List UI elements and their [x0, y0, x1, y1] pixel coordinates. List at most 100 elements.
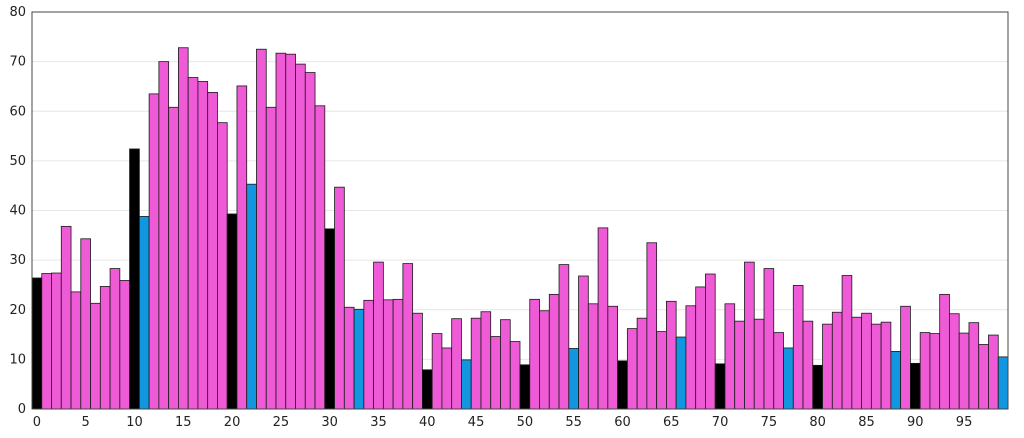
bar: [187, 77, 199, 410]
bar: [470, 317, 482, 410]
x-axis-tick-labels: 0 5 10 15 20 25 30 35 40 45 50 55 60 65 70 75 80 85 90 95: [33, 415, 973, 430]
bar: [802, 320, 814, 410]
bar: [783, 347, 794, 410]
y-axis-tick-labels: 0 10 20 30 40 50 60 70 80: [9, 5, 26, 417]
x-tick-label: 50: [517, 415, 534, 430]
x-tick-label: 85: [858, 415, 875, 430]
bar: [851, 316, 863, 410]
x-tick-label: 90: [907, 415, 924, 430]
x-tick-label: 60: [614, 415, 631, 430]
bar: [168, 106, 179, 410]
bar: [763, 268, 775, 410]
bar: [41, 273, 52, 410]
bar: [158, 61, 170, 410]
bar: [80, 238, 91, 410]
bar: [539, 310, 550, 410]
bar: [412, 312, 423, 410]
bar: [607, 305, 619, 410]
plot-frame: [31, 11, 1009, 410]
x-tick-label: 70: [712, 415, 729, 430]
bar: [929, 333, 941, 410]
bar: [675, 336, 687, 410]
bar: [958, 332, 970, 410]
y-tick-label: 50: [9, 154, 26, 169]
bar: [695, 286, 706, 410]
y-tick-label: 70: [9, 55, 26, 70]
bar: [60, 225, 72, 410]
bar: [500, 319, 511, 410]
bar: [402, 263, 414, 410]
x-tick-label: 40: [419, 415, 436, 430]
bar: [656, 331, 667, 410]
bar: [626, 328, 638, 410]
bar: [919, 332, 931, 410]
bar: [51, 272, 62, 410]
bar: [148, 93, 160, 410]
bar: [138, 216, 150, 410]
bar: [841, 275, 853, 410]
x-tick-label: 25: [273, 415, 290, 430]
x-tick-label: 35: [370, 415, 387, 430]
bar: [831, 311, 843, 410]
x-tick-label: 45: [468, 415, 485, 430]
bars: [31, 47, 1009, 410]
bar: [295, 63, 306, 410]
bar: [90, 302, 101, 410]
bar: [382, 299, 394, 410]
bar: [207, 91, 218, 410]
bar: [490, 336, 501, 410]
x-tick-label: 5: [82, 415, 90, 430]
bar: [304, 72, 316, 410]
x-tick-label: 20: [224, 415, 241, 430]
bar: [734, 320, 745, 410]
bar: [177, 47, 189, 410]
x-tick-label: 0: [33, 415, 41, 430]
bar: [685, 305, 697, 410]
y-tick-label: 20: [9, 303, 26, 318]
bar: [431, 333, 443, 410]
y-tick-label: 60: [9, 104, 26, 119]
bar: [265, 106, 277, 410]
bar: [314, 105, 326, 410]
bar: [285, 53, 296, 410]
y-tick-label: 30: [9, 253, 26, 268]
bar: [666, 300, 677, 410]
bar: [939, 293, 950, 410]
bar: [480, 311, 492, 410]
bar: [910, 362, 921, 410]
bar: [324, 228, 335, 410]
bar: [529, 298, 540, 410]
bar: [890, 351, 902, 410]
bar: [421, 369, 433, 410]
bar: [617, 360, 628, 410]
bar: [236, 85, 248, 410]
bar: [724, 303, 736, 410]
bar: [109, 268, 121, 410]
x-tick-label: 15: [175, 415, 192, 430]
bar: [861, 312, 872, 410]
x-tick-label: 55: [565, 415, 582, 430]
x-tick-label: 30: [321, 415, 338, 430]
bar: [119, 280, 130, 410]
y-tick-label: 80: [9, 5, 26, 20]
bar: [197, 81, 209, 410]
x-tick-label: 65: [663, 415, 680, 430]
bar: [773, 332, 784, 410]
bar: [949, 313, 960, 410]
y-tick-label: 10: [9, 352, 26, 367]
bar: [744, 261, 755, 410]
bar: [714, 363, 726, 410]
bar: [812, 364, 823, 410]
bar: [568, 348, 579, 410]
bar: [343, 306, 355, 410]
bar: [441, 347, 453, 410]
bar: [275, 52, 287, 410]
bar: [519, 364, 531, 410]
bar: [997, 356, 1009, 410]
bar: [968, 322, 980, 410]
bar: [256, 48, 267, 410]
bar: [587, 303, 599, 410]
x-tick-label: 80: [809, 415, 826, 430]
